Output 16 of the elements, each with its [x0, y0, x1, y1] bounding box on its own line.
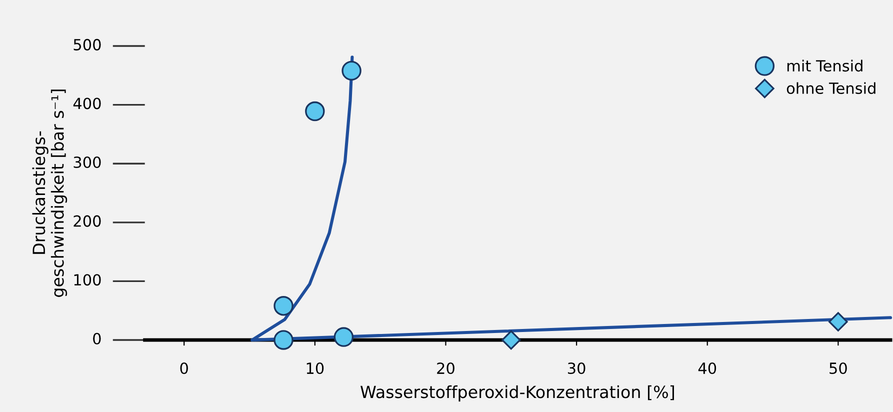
x-tick-label: 30	[568, 362, 586, 374]
x-tick-label: 50	[830, 362, 847, 374]
legend-label: mit Tensid	[787, 60, 862, 72]
y-tick-label: 200	[74, 215, 101, 227]
y-axis-title: Druckanstiegs- geschwindigkeit [bar s⁻¹]	[32, 90, 68, 297]
x-tick-label: 10	[306, 362, 324, 374]
y-tick-label: 0	[93, 332, 101, 344]
legend-label: ohne Tensid	[786, 82, 876, 94]
x-tick-label: 0	[180, 362, 188, 374]
x-tick-label: 40	[698, 362, 716, 374]
y-tick-label: 400	[73, 98, 101, 110]
x-tick-label: 20	[437, 362, 454, 374]
y-tick-label: 100	[74, 274, 101, 286]
y-tick-label: 300	[74, 156, 101, 168]
x-axis-title: Wasserstoffperoxid-Konzentration [%]	[360, 385, 674, 402]
y-tick-label: 500	[74, 38, 101, 50]
